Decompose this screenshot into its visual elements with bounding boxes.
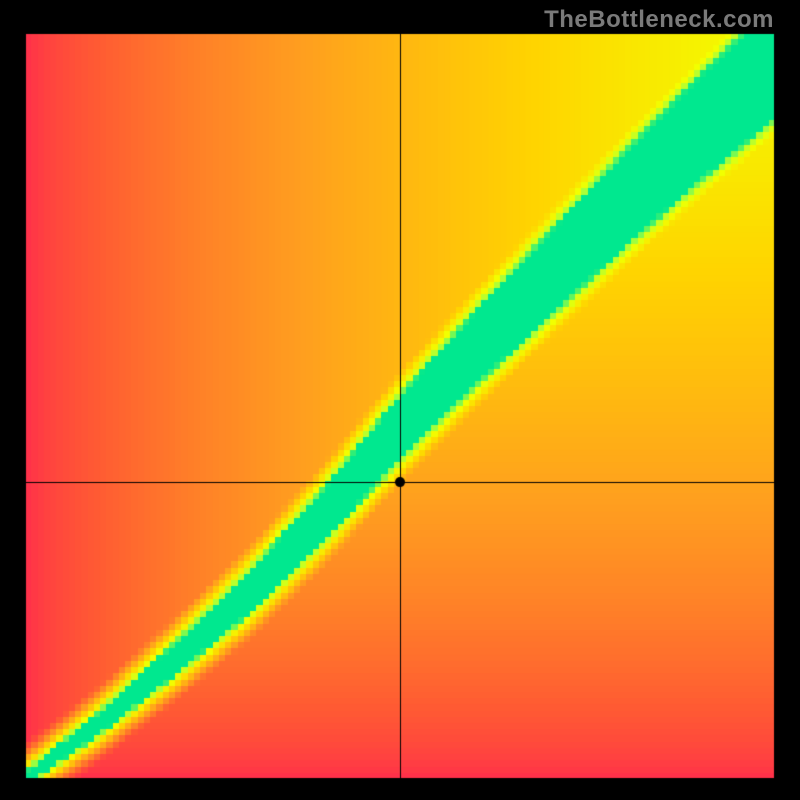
chart-stage: TheBottleneck.com	[0, 0, 800, 800]
watermark-text: TheBottleneck.com	[544, 6, 774, 34]
heatmap-canvas	[0, 0, 800, 800]
